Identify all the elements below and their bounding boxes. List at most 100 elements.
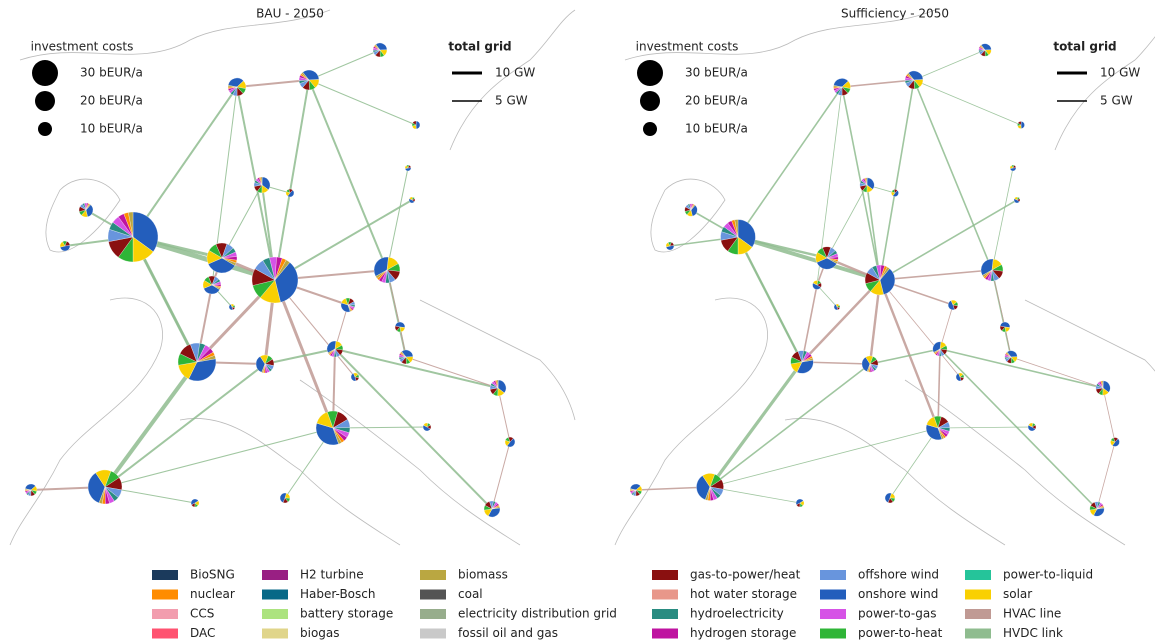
hvdc-link <box>816 284 838 308</box>
pie-slice <box>947 300 955 311</box>
pie-slice <box>508 436 514 443</box>
hvac-line <box>801 284 818 363</box>
hvdc-link <box>939 348 1104 389</box>
pie-slice <box>188 358 217 382</box>
size-legend-circle <box>640 91 660 111</box>
legend-swatch <box>262 570 288 580</box>
hvdc-link <box>104 427 334 488</box>
pie-slice <box>288 188 293 194</box>
hvdc-link <box>334 348 493 510</box>
hvdc-link <box>737 235 881 282</box>
pie-node <box>815 246 839 270</box>
pie-slice <box>1006 351 1012 358</box>
pie-node <box>394 321 406 333</box>
legend-label: DAC <box>190 626 215 640</box>
pie-slice <box>282 497 289 504</box>
hvac-line <box>273 279 335 429</box>
pie-node <box>298 69 320 91</box>
pie-node <box>795 498 805 508</box>
size-legend-title: investment costs <box>636 40 739 54</box>
hvac-line <box>939 304 954 350</box>
pie-node <box>483 500 501 518</box>
hvdc-link <box>308 79 388 271</box>
pie-slice <box>999 325 1006 331</box>
hvac-line <box>937 348 941 429</box>
legend-label: H2 turbine <box>300 568 364 582</box>
pie-node <box>1095 380 1111 396</box>
coast-path <box>19 9 331 61</box>
legend-label: hot water storage <box>690 587 797 601</box>
pie-node <box>696 473 724 501</box>
hvdc-link <box>386 167 409 271</box>
pie-slice <box>274 262 299 303</box>
hvac-line <box>497 387 511 443</box>
pie-slice <box>375 269 388 279</box>
pie-slice <box>400 351 407 358</box>
pie-node <box>1004 350 1018 364</box>
hvac-line <box>236 79 310 88</box>
hvdc-link <box>104 363 266 488</box>
legend-label: CCS <box>190 607 214 621</box>
grid-legend-title: total grid <box>448 40 511 54</box>
pie-node <box>1027 422 1037 432</box>
pie-node <box>202 275 222 295</box>
coast-path <box>1024 299 1155 372</box>
pie-slice <box>980 44 986 51</box>
pie-slice <box>496 379 499 389</box>
pie-node <box>404 164 412 172</box>
legend-label: nuclear <box>190 587 235 601</box>
legend-swatch <box>965 628 991 639</box>
pie-node <box>864 264 896 296</box>
legend-swatch <box>965 609 991 619</box>
coast-path <box>614 297 768 546</box>
coast-path <box>784 418 1006 546</box>
pie-slice <box>879 268 896 295</box>
hvdc-link <box>274 79 310 281</box>
coast-path <box>1054 36 1155 151</box>
grid-legend-label: 5 GW <box>1100 94 1133 108</box>
legend-swatch <box>420 609 446 619</box>
pie-slice <box>690 204 696 211</box>
legend-swatch <box>652 628 678 639</box>
pie-slice <box>865 177 868 186</box>
size-legend-label: 20 bEUR/a <box>80 94 143 108</box>
hvdc-link <box>709 363 871 488</box>
pie-node <box>665 241 675 251</box>
pie-node <box>78 202 94 218</box>
pie-slice <box>696 475 711 500</box>
size-legend-circle <box>643 122 657 136</box>
size-legend-circle <box>38 122 52 136</box>
pie-slice <box>132 211 159 252</box>
hvdc-link <box>274 199 413 281</box>
pie-slice <box>128 211 134 238</box>
legend-label: solar <box>1003 587 1032 601</box>
pie-node <box>684 203 698 217</box>
pie-slice <box>737 219 756 248</box>
pie-node <box>408 196 416 204</box>
legend-swatch <box>262 609 288 619</box>
pie-slice <box>394 321 406 328</box>
size-legend-circle <box>35 91 55 111</box>
hvdc-link <box>308 79 417 126</box>
hvdc-link <box>709 486 801 504</box>
hvdc-link <box>913 49 986 81</box>
legend-swatch <box>652 589 678 600</box>
pie-node <box>340 297 356 313</box>
size-legend-label: 30 bEUR/a <box>80 66 143 80</box>
pie-slice <box>221 257 237 266</box>
pie-slice <box>412 120 417 126</box>
pie-slice <box>274 259 291 281</box>
size-legend-label: 10 bEUR/a <box>80 122 143 136</box>
pie-node <box>790 350 814 374</box>
grid-legend-label: 10 GW <box>495 66 535 80</box>
pie-slice <box>1016 198 1021 202</box>
hvdc-link <box>913 79 1022 126</box>
pie-node <box>955 372 965 382</box>
grid-legend-title: total grid <box>1053 40 1116 54</box>
hvdc-link <box>937 426 1033 429</box>
hvdc-link <box>708 361 804 488</box>
hvdc-link <box>737 86 843 238</box>
hvdc-link <box>709 427 939 488</box>
pie-slice <box>669 242 675 247</box>
pie-slice <box>1012 165 1017 169</box>
